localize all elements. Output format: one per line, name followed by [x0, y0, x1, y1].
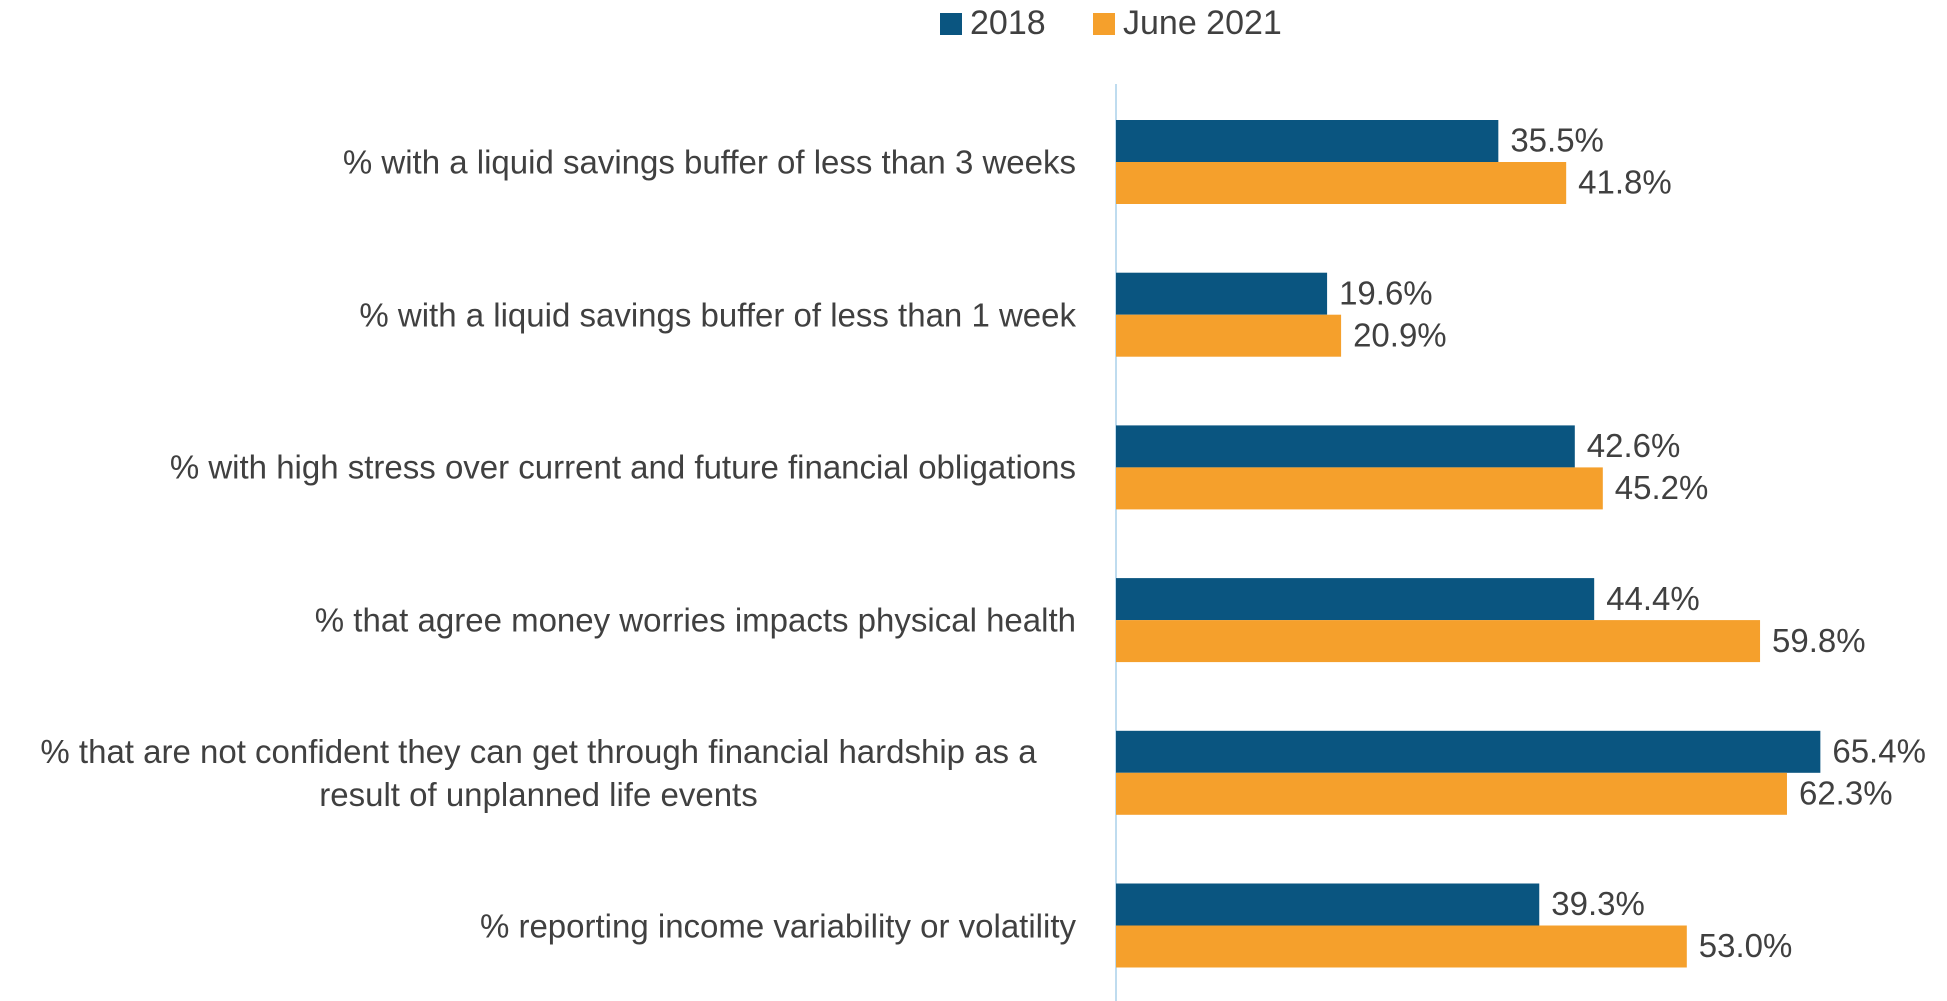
value-label: 41.8% [1578, 164, 1672, 201]
value-label: 35.5% [1510, 122, 1604, 159]
value-label: 59.8% [1772, 622, 1866, 659]
bar [1116, 620, 1761, 663]
bar [1116, 578, 1595, 621]
category-label: % reporting income variability or volati… [479, 907, 1076, 944]
legend-swatch [940, 13, 962, 35]
bar [1116, 467, 1603, 510]
value-label: 45.2% [1615, 469, 1709, 506]
bar [1116, 730, 1821, 773]
value-label: 19.6% [1339, 274, 1433, 311]
legend-swatch [1093, 13, 1115, 35]
value-label: 65.4% [1832, 733, 1926, 770]
value-label: 53.0% [1699, 927, 1793, 964]
bar [1116, 162, 1567, 204]
category-label: % with a liquid savings buffer of less t… [342, 143, 1076, 181]
value-label: 44.4% [1606, 580, 1700, 617]
bar [1116, 925, 1687, 968]
value-label: 42.6% [1587, 427, 1681, 464]
value-label: 20.9% [1353, 316, 1447, 353]
value-label: 39.3% [1551, 885, 1645, 922]
category-label: % with high stress over current and futu… [169, 448, 1076, 486]
legend-label: 2018 [970, 4, 1046, 42]
value-label: 62.3% [1799, 775, 1893, 812]
bar [1116, 272, 1328, 315]
category-label: % that agree money worries impacts physi… [314, 601, 1076, 639]
bar [1116, 120, 1499, 162]
legend-label: June 2021 [1123, 4, 1282, 42]
bar [1116, 772, 1787, 815]
bar [1116, 314, 1342, 357]
bar [1116, 425, 1575, 468]
bar [1116, 883, 1540, 926]
category-label: % with a liquid savings buffer of less t… [359, 296, 1076, 334]
category-label: % that are not confident they can get th… [40, 732, 1037, 813]
